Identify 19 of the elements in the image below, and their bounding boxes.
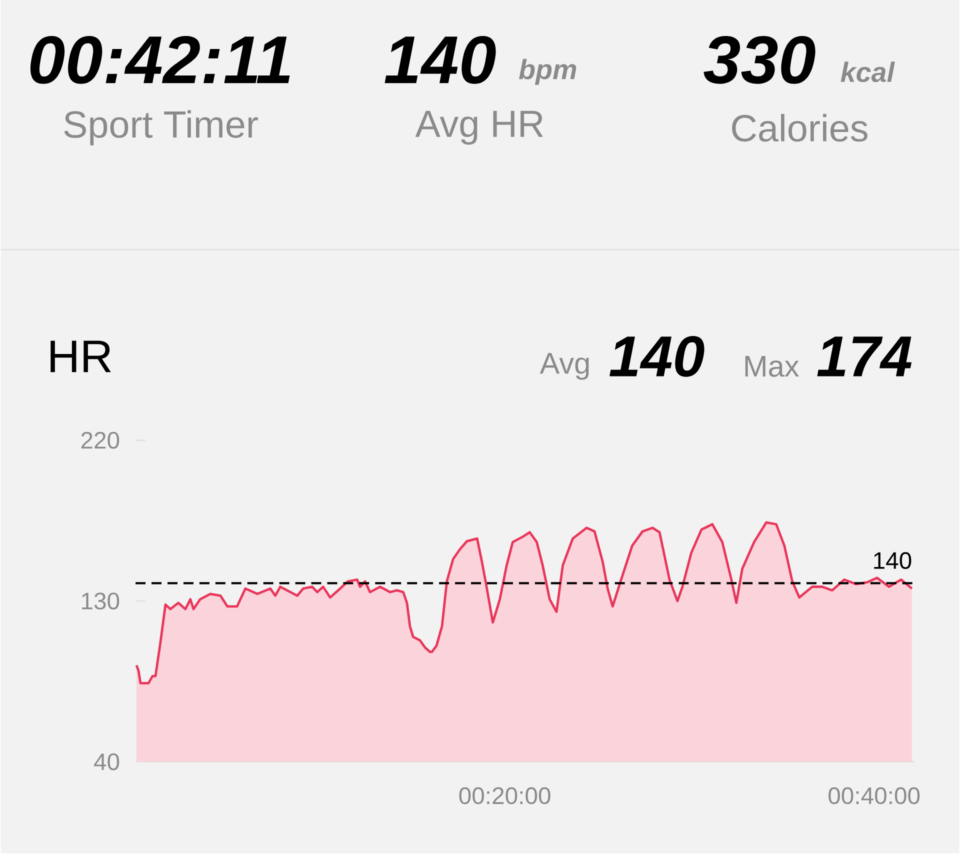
y-tick-label: 40 [94,754,120,770]
text: bpm [518,59,576,86]
text: Calories [732,114,868,142]
x-tick-label: 00:20:00 [459,787,550,804]
chart-title: HR [50,340,111,372]
text: kcal [840,62,895,82]
text: Max [745,356,799,378]
text: Avg HR [415,111,543,145]
ref-line-label: 140 [874,552,912,570]
x-tick-label: 00:40:00 [828,787,920,804]
text: 00:42:11 [30,36,290,84]
text: 140 [610,336,704,378]
text: 140 [384,36,496,84]
y-tick-label: 220 [81,432,120,449]
text: Avg [540,353,589,380]
text: Sport Timer [64,110,258,146]
text: 330 [704,36,816,84]
text: 174 [817,336,912,376]
y-tick-label: 130 [82,592,120,610]
